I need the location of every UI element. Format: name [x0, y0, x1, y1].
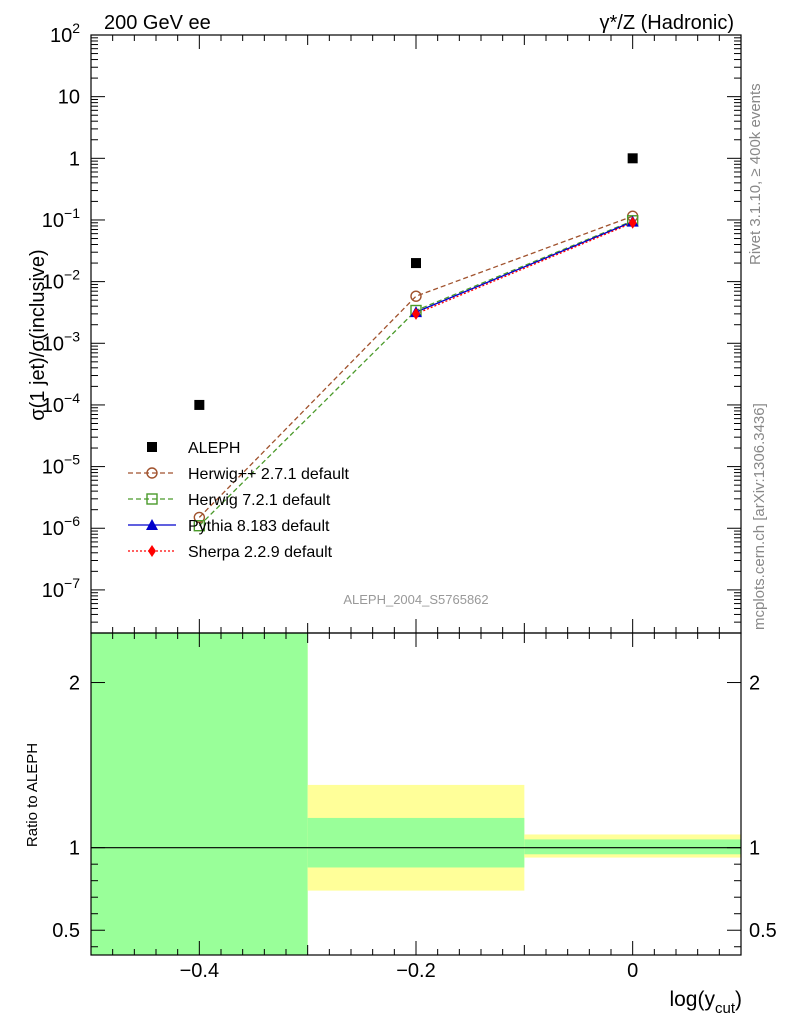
legend-label-data: ALEPH: [188, 440, 240, 457]
data-point-herwigpp: [193, 511, 206, 524]
legend-marker-sherpa: [148, 545, 156, 557]
ratio-bands: [91, 633, 741, 955]
ratio-band-inner-2: [524, 839, 741, 855]
x-tick-label: −0.4: [180, 960, 219, 982]
analysis-watermark: ALEPH_2004_S5765862: [343, 592, 488, 607]
x-tick-label: 0: [627, 960, 638, 982]
legend-marker-data: [147, 442, 157, 452]
main-y-tick-label: 10−3: [42, 328, 80, 355]
ratio-y-tick-label-right: 2: [749, 673, 760, 695]
ratio-band-inner-1: [307, 817, 525, 868]
ratio-y-tick-label-right: 0.5: [749, 920, 777, 942]
header-right: γ*/Z (Hadronic): [600, 12, 734, 34]
legend-label-pythia: Pythia 8.183 default: [188, 518, 330, 535]
main-y-tick-label: 10: [58, 87, 80, 109]
legend-label-sherpa: Sherpa 2.2.9 default: [188, 544, 333, 561]
ratio-x-ticks: −0.4 −0.2 0: [90, 633, 742, 982]
data-point-herwigpp: [410, 290, 422, 302]
x-tick-label: −0.2: [396, 960, 435, 982]
data-point-sherpa: [412, 307, 420, 320]
main-y-tick-label: 102: [50, 20, 80, 47]
x-axis-title: log(ycut): [669, 988, 742, 1017]
main-y-ticks: 102 10 1 10−1 10−2 10−3 10−4 10−5 10−6 10−7: [42, 20, 741, 634]
ratio-y-tick-label: 1: [69, 838, 80, 860]
legend-label-herwig7: Herwig 7.2.1 default: [188, 492, 331, 509]
main-y-tick-label: 10−7: [42, 575, 80, 602]
main-y-tick-label: 1: [69, 148, 80, 170]
main-y-tick-label: 10−6: [42, 513, 80, 540]
data-point-sherpa: [628, 216, 637, 229]
main-y-tick-label: 10−5: [42, 452, 80, 479]
data-point-data: [411, 258, 421, 269]
legend-marker-pythia: [146, 519, 158, 530]
main-y-tick-label: 10−2: [42, 267, 80, 294]
main-x-ticks: [90, 35, 742, 633]
ratio-y-axis-title: Ratio to ALEPH: [24, 743, 41, 847]
series-line-sherpa: [415, 222, 633, 315]
ratio-y-ticks: 0.5 0.5 1 1 2 2: [52, 673, 777, 948]
ratio-y-tick-label-right: 1: [749, 838, 760, 860]
data-point-data: [627, 153, 638, 164]
ratio-y-tick-label: 2: [69, 673, 80, 695]
main-y-tick-label: 10−1: [42, 205, 80, 232]
series-line-pythia: [415, 221, 633, 313]
ratio-y-tick-label: 0.5: [52, 920, 80, 942]
ratio-panel: 0.5 0.5 1 1 2 2 −0.4 −0.2 0: [52, 632, 777, 982]
ratio-band-inner-0: [91, 633, 308, 955]
series-markers: [193, 153, 639, 532]
rivet-label: Rivet 3.1.10, ≥ 400k events: [747, 83, 764, 265]
legend-marker-herwigpp: [146, 467, 158, 479]
data-point-herwig7: [193, 519, 206, 532]
legend: ALEPH Herwig++ 2.7.1 default Herwig 7.2.1 …: [128, 440, 350, 561]
data-point-data: [194, 399, 205, 410]
legend-marker-herwig7: [146, 493, 158, 505]
header-left: 200 GeV ee: [104, 12, 211, 34]
main-y-tick-label: 10−4: [42, 390, 80, 417]
main-panel: 102 10 1 10−1 10−2 10−3 10−4 10−5 10−6 10−7 ALEPH…: [42, 20, 742, 634]
main-y-axis-title: σ(1 jet)/σ(inclusive): [27, 249, 49, 420]
legend-label-herwigpp: Herwig++ 2.7.1 default: [188, 466, 350, 483]
mcplots-label: mcplots.cern.ch [arXiv:1306.3436]: [751, 403, 768, 630]
